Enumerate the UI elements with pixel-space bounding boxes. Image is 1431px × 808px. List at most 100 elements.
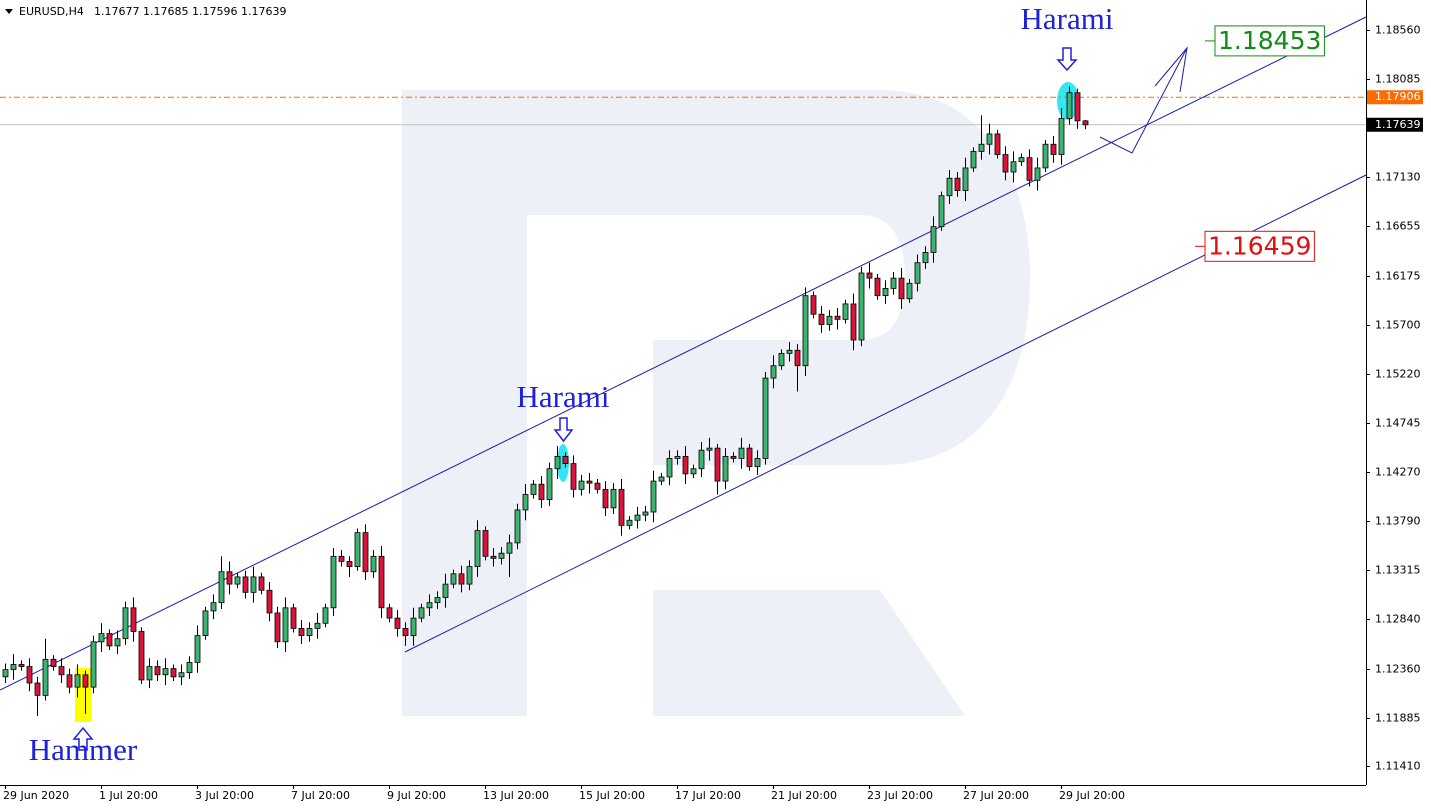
candle-body	[546, 468, 553, 501]
candle-body	[306, 628, 313, 637]
forecast-arrowhead	[1154, 46, 1188, 93]
candle-body	[538, 483, 545, 501]
candle-body	[738, 447, 745, 459]
candle-body	[506, 542, 513, 554]
candle-body	[722, 455, 729, 482]
candle-body	[242, 576, 249, 593]
candle-body	[898, 277, 905, 300]
candle-body	[458, 573, 465, 585]
y-tick-label: 1.15220	[1375, 368, 1421, 381]
candle-body	[746, 447, 753, 468]
candle-body	[114, 638, 121, 647]
candle-body	[202, 610, 209, 637]
candle-body	[154, 666, 161, 676]
candle-body	[786, 349, 793, 354]
down-arrow	[1056, 47, 1078, 72]
candle-body	[466, 566, 473, 585]
candle-body	[354, 532, 361, 568]
candle-body	[1010, 161, 1017, 173]
candle-body	[338, 555, 345, 562]
y-tick-label: 1.17130	[1375, 171, 1421, 184]
y-tick-label: 1.11410	[1375, 760, 1421, 773]
candle-body	[866, 272, 873, 279]
candle-body	[946, 177, 953, 197]
candle-body	[714, 447, 721, 482]
candle-body	[1058, 118, 1065, 155]
y-tick-label: 1.16655	[1375, 220, 1421, 233]
candle-body	[850, 303, 857, 341]
candle-body	[682, 455, 689, 475]
symbol: EURUSD,H4	[19, 5, 84, 18]
candle-body	[1018, 157, 1025, 163]
candle-body	[690, 468, 697, 475]
candle-body	[250, 576, 257, 593]
candle-body	[594, 482, 601, 490]
candle-body	[314, 622, 321, 629]
watermark	[402, 90, 1030, 716]
candle-body	[610, 488, 617, 509]
price-line-label-box	[1367, 90, 1423, 105]
candle-body	[922, 251, 929, 264]
watermark-bowl	[527, 90, 1030, 465]
candle-body	[586, 480, 593, 484]
y-tick-label: 1.11885	[1375, 712, 1421, 725]
pattern-arrows	[72, 47, 1078, 751]
candle-body	[234, 576, 241, 585]
candle-body	[378, 555, 385, 609]
candle-body	[106, 633, 113, 647]
y-tick-label: 1.14745	[1375, 417, 1421, 430]
candle-body	[938, 195, 945, 228]
candle-body	[642, 511, 649, 516]
candle-body	[98, 633, 105, 643]
watermark-leg	[653, 590, 965, 716]
x-tick-label: 17 Jul 20:00	[675, 789, 741, 802]
price-line-label: 1.17906	[1375, 90, 1421, 103]
y-tick-label: 1.18560	[1375, 24, 1421, 37]
candle-body	[274, 612, 281, 643]
header-low: 1.17596	[192, 5, 238, 18]
candle-body	[410, 617, 417, 637]
candle-body	[450, 573, 457, 585]
candle-body	[1042, 143, 1049, 169]
candle-body	[1074, 92, 1081, 122]
candle-body	[706, 447, 713, 451]
candle-body	[210, 602, 217, 612]
candle-body	[66, 674, 73, 688]
candle-body	[522, 494, 529, 511]
candle-body	[386, 607, 393, 619]
candle-body	[770, 365, 777, 379]
candle-body	[42, 658, 49, 696]
x-tick-label: 9 Jul 20:00	[387, 789, 446, 802]
candle-body	[490, 555, 497, 559]
candle-body	[530, 483, 537, 495]
candle-body	[18, 664, 25, 667]
candle-body	[138, 631, 145, 681]
y-tick-label: 1.13790	[1375, 515, 1421, 528]
candle-body	[1066, 92, 1073, 119]
candle-body	[498, 552, 505, 559]
candle-body	[434, 597, 441, 604]
candle-body	[282, 607, 289, 643]
candle-body	[26, 666, 33, 684]
candle-body	[730, 455, 737, 459]
candle-body	[906, 282, 913, 300]
annotation: Harami	[517, 379, 610, 414]
y-tick-label: 1.12360	[1375, 663, 1421, 676]
candle-body	[882, 288, 889, 297]
candle-body	[2, 669, 9, 678]
candle-body	[618, 488, 625, 526]
candle-body	[186, 662, 193, 674]
y-tick-label: 1.16175	[1375, 270, 1421, 283]
current-price-label-box	[1367, 117, 1423, 132]
candle-body	[562, 455, 569, 464]
candle-body	[34, 682, 41, 696]
candle-body	[130, 607, 137, 632]
x-tick-label: 1 Jul 20:00	[99, 789, 158, 802]
candle-body	[570, 463, 577, 490]
candle-body	[698, 449, 705, 470]
candle-body	[826, 315, 833, 325]
x-tick-label: 29 Jul 20:00	[1059, 789, 1125, 802]
candle-body	[778, 352, 785, 367]
candle-body	[674, 455, 681, 459]
candle-body	[1026, 157, 1033, 181]
